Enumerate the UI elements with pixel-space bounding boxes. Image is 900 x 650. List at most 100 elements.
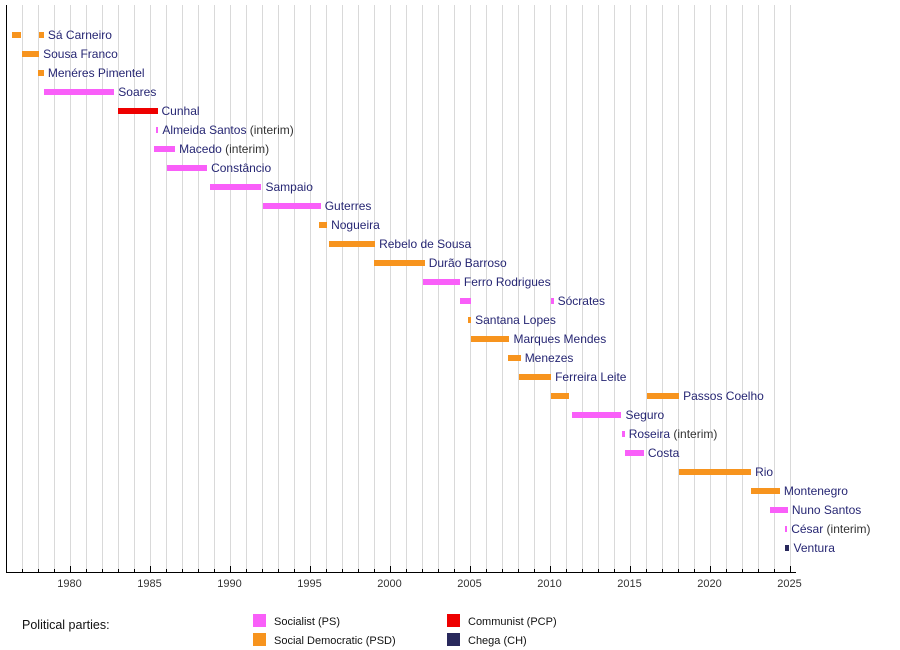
gridline — [773, 5, 775, 572]
timeline-bar[interactable] — [571, 412, 622, 418]
row-label-name: Nogueira — [331, 218, 380, 232]
gridline — [181, 5, 183, 572]
timeline-bar[interactable] — [167, 165, 208, 171]
gridline — [405, 5, 407, 572]
timeline-row[interactable]: Menezes — [0, 351, 900, 370]
timeline-row[interactable]: Cunhal — [0, 104, 900, 123]
axis-tick-minor — [453, 569, 455, 572]
timeline-row[interactable]: César (interim) — [0, 522, 900, 541]
axis-tick-minor — [725, 569, 727, 572]
axis-tick-major — [309, 566, 311, 572]
gridline — [69, 5, 71, 572]
axis-line — [5, 572, 796, 573]
row-label-name: Sampaio — [265, 180, 313, 194]
row-label-name: Rebelo de Sousa — [379, 237, 472, 251]
timeline-bar[interactable] — [507, 355, 521, 361]
timeline-bar[interactable] — [519, 374, 552, 380]
gridline — [517, 5, 519, 572]
timeline-row[interactable]: Sócrates — [0, 294, 900, 313]
timeline-row[interactable]: Sá Carneiro — [0, 28, 900, 47]
timeline-row[interactable]: Passos Coelho — [0, 389, 900, 408]
timeline-row[interactable]: Costa — [0, 446, 900, 465]
timeline-row[interactable]: Ventura — [0, 541, 900, 560]
row-label-name: Seguro — [625, 408, 665, 422]
timeline-row[interactable]: Santana Lopes — [0, 313, 900, 332]
row-label: Santana Lopes — [475, 314, 556, 326]
timeline-bar[interactable] — [210, 184, 262, 190]
timeline-bar[interactable] — [471, 336, 510, 342]
gridline — [37, 5, 39, 572]
timeline-bar[interactable] — [319, 222, 328, 228]
timeline-bar[interactable] — [423, 279, 460, 285]
timeline-bar[interactable] — [551, 393, 569, 399]
legend-title: Political parties: — [22, 618, 110, 632]
row-label-name: Costa — [647, 446, 680, 460]
legend-label-pcp: Communist (PCP) — [468, 616, 557, 628]
axis-tick-label: 1985 — [137, 578, 162, 590]
timeline-row[interactable]: Almeida Santos (interim) — [0, 123, 900, 142]
timeline-row[interactable]: Montenegro — [0, 484, 900, 503]
timeline-row[interactable]: Marques Mendes — [0, 332, 900, 351]
gridline — [325, 5, 327, 572]
row-label: Costa — [648, 447, 679, 459]
axis-tick-minor — [181, 569, 183, 572]
timeline-bar[interactable] — [155, 127, 159, 133]
gridline — [533, 5, 535, 572]
timeline-row[interactable]: Guterres — [0, 199, 900, 218]
axis-tick-minor — [613, 569, 615, 572]
timeline-row[interactable]: Rebelo de Sousa — [0, 237, 900, 256]
timeline-bar[interactable] — [154, 146, 176, 152]
timeline-row[interactable]: Durão Barroso — [0, 256, 900, 275]
row-label: Sócrates — [558, 295, 605, 307]
timeline-bar[interactable] — [43, 89, 115, 95]
timeline-bar[interactable] — [784, 545, 790, 551]
timeline-row[interactable]: Ferro Rodrigues — [0, 275, 900, 294]
timeline-bar[interactable] — [621, 431, 625, 437]
gridline — [453, 5, 455, 572]
timeline-row[interactable]: Menéres Pimentel — [0, 66, 900, 85]
timeline-bar[interactable] — [37, 70, 44, 76]
axis-tick-major — [549, 566, 551, 572]
timeline-row[interactable]: Seguro — [0, 408, 900, 427]
timeline-row[interactable]: Sousa Franco — [0, 47, 900, 66]
timeline-bar[interactable] — [551, 298, 554, 304]
row-label: Durão Barroso — [429, 257, 507, 269]
row-label-name: Roseira — [628, 427, 671, 441]
timeline-bar[interactable] — [624, 450, 644, 456]
timeline-row[interactable]: Macedo (interim) — [0, 142, 900, 161]
row-label: César (interim) — [791, 523, 870, 535]
timeline-row[interactable]: Rio — [0, 465, 900, 484]
timeline-row[interactable]: Constâncio — [0, 161, 900, 180]
timeline-bar[interactable] — [647, 393, 680, 399]
gridline — [437, 5, 439, 572]
axis-tick-label: 2010 — [537, 578, 562, 590]
row-label-name: Menéres Pimentel — [47, 66, 145, 80]
timeline-bar[interactable] — [467, 317, 472, 323]
timeline-bar[interactable] — [11, 32, 22, 38]
timeline-bar[interactable] — [459, 298, 472, 304]
timeline-bar[interactable] — [117, 108, 158, 114]
timeline-bar[interactable] — [263, 203, 321, 209]
timeline-bar[interactable] — [679, 469, 752, 475]
gridline — [101, 5, 103, 572]
timeline-bar[interactable] — [21, 51, 40, 57]
gridline — [677, 5, 679, 572]
row-label: Sampaio — [266, 181, 313, 193]
timeline-bar[interactable] — [328, 241, 376, 247]
axis-tick-label: 2015 — [617, 578, 642, 590]
timeline-row[interactable]: Ferreira Leite — [0, 370, 900, 389]
timeline-bar[interactable] — [373, 260, 425, 266]
timeline-bar[interactable] — [784, 526, 788, 532]
gridline — [53, 5, 55, 572]
timeline-row[interactable]: Nuno Santos — [0, 503, 900, 522]
timeline-bar[interactable] — [751, 488, 780, 494]
gridline — [373, 5, 375, 572]
timeline-row[interactable]: Sampaio — [0, 180, 900, 199]
timeline-row[interactable]: Nogueira — [0, 218, 900, 237]
row-label-name: Constâncio — [211, 161, 272, 175]
timeline-row[interactable]: Soares — [0, 85, 900, 104]
timeline-bar[interactable] — [770, 507, 788, 513]
timeline-bar[interactable] — [39, 32, 44, 38]
axis-tick-minor — [741, 569, 743, 572]
timeline-row[interactable]: Roseira (interim) — [0, 427, 900, 446]
